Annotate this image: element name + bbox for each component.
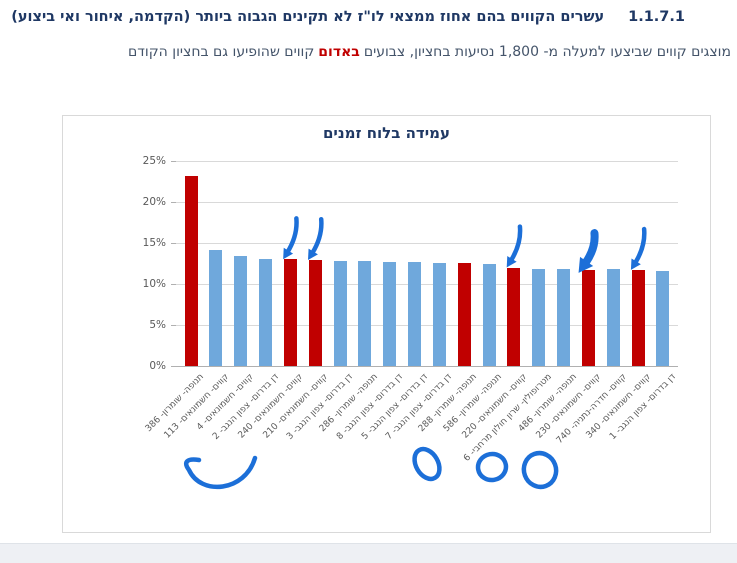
bar (557, 269, 571, 366)
gridline (176, 284, 678, 285)
bar (532, 269, 546, 366)
gridline (176, 243, 678, 244)
bar-repeat-line (457, 262, 471, 366)
bar (408, 261, 422, 366)
y-axis-tick (171, 161, 176, 162)
y-axis-label: 5% (149, 319, 166, 331)
bar (333, 261, 347, 366)
chart-title: עמידה בלוח זמנים (322, 124, 451, 142)
y-axis-tick (171, 325, 176, 326)
y-axis-tick (171, 243, 176, 244)
y-axis-label: 20% (142, 196, 166, 208)
bar-repeat-line (507, 267, 521, 366)
bar (432, 262, 446, 366)
bar-repeat-line (308, 260, 322, 366)
intro-red-word: באדום (318, 44, 360, 60)
bar (383, 261, 397, 366)
y-axis-label: 15% (142, 237, 166, 249)
page-bottom-strip (0, 543, 737, 563)
y-axis-tick (171, 202, 176, 203)
section-heading: 1.1.7.1 עשרים הקווים בהם אחוז ממצאי לו"ז… (4, 9, 685, 25)
gridline (176, 202, 678, 203)
intro-text-after: קווים שהופיעו גם בחציון הקודם (127, 44, 315, 60)
bar-repeat-line (581, 270, 595, 366)
section-title: עשרים הקווים בהם אחוז ממצאי לו"ז לא תקינ… (11, 9, 605, 25)
bar (209, 250, 223, 366)
bar-repeat-line (184, 175, 198, 366)
gridline (176, 161, 678, 162)
gridline (176, 325, 678, 326)
y-axis-label: 25% (142, 155, 166, 167)
intro-paragraph: מוצגים קווים שביצעו למעלה מ- 1,800 נסיעו… (0, 44, 731, 60)
y-axis-tick (171, 284, 176, 285)
y-axis-tick (171, 366, 176, 367)
bar-repeat-line (631, 270, 645, 366)
bar (358, 261, 372, 366)
bar (259, 258, 273, 366)
intro-text-before: מוצגים קווים שביצעו למעלה מ- 1,800 נסיעו… (363, 44, 731, 60)
y-axis-label: 0% (149, 360, 166, 372)
bar (234, 256, 248, 366)
gridline (176, 366, 678, 367)
bar (606, 269, 620, 366)
bar-repeat-line (283, 259, 297, 366)
chart: עמידה בלוח זמנים 0% 5% 10% 15% 20% 25% תנופה- … (62, 115, 711, 533)
bar (656, 270, 670, 366)
chart-plot-area: 0% 5% 10% 15% 20% 25% תנופה- שומרון- 386 קווים-… (63, 116, 710, 532)
section-number: 1.1.7.1 (628, 9, 685, 25)
bar (482, 263, 496, 366)
y-axis-label: 10% (142, 278, 166, 290)
